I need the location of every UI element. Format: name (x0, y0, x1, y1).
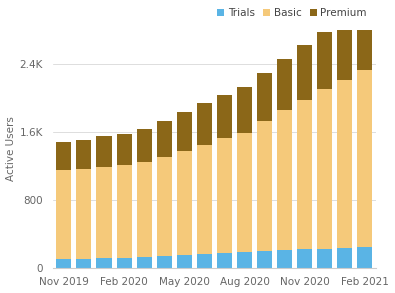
Bar (297, 45, 312, 100)
Bar (137, 257, 152, 268)
Bar (337, 21, 352, 80)
Bar (157, 157, 172, 256)
Bar (56, 142, 71, 170)
Bar (337, 80, 352, 248)
Bar (357, 8, 372, 71)
Bar (117, 165, 132, 258)
Bar (96, 258, 111, 268)
Bar (237, 252, 252, 268)
Legend: Trials, Basic, Premium: Trials, Basic, Premium (213, 4, 371, 22)
Y-axis label: Active Users: Active Users (6, 116, 15, 181)
Bar (257, 251, 272, 268)
Bar (177, 255, 192, 268)
Bar (337, 248, 352, 268)
Bar (76, 259, 92, 268)
Bar (217, 95, 232, 138)
Bar (56, 259, 71, 268)
Bar (297, 100, 312, 249)
Bar (197, 254, 212, 268)
Bar (117, 134, 132, 165)
Bar (76, 140, 92, 169)
Bar (177, 151, 192, 255)
Bar (177, 112, 192, 151)
Bar (257, 121, 272, 251)
Bar (157, 256, 172, 268)
Bar (96, 136, 111, 166)
Bar (277, 59, 292, 110)
Bar (237, 87, 252, 133)
Bar (357, 71, 372, 247)
Bar (277, 250, 292, 268)
Bar (257, 73, 272, 121)
Bar (197, 103, 212, 145)
Bar (197, 145, 212, 254)
Bar (137, 129, 152, 162)
Bar (317, 32, 332, 89)
Bar (56, 170, 71, 259)
Bar (76, 169, 92, 259)
Bar (137, 162, 152, 257)
Bar (117, 258, 132, 268)
Bar (96, 166, 111, 258)
Bar (237, 133, 252, 252)
Bar (297, 249, 312, 268)
Bar (317, 249, 332, 268)
Bar (277, 110, 292, 250)
Bar (217, 138, 232, 253)
Bar (217, 253, 232, 268)
Bar (357, 247, 372, 268)
Bar (157, 121, 172, 157)
Bar (317, 89, 332, 249)
